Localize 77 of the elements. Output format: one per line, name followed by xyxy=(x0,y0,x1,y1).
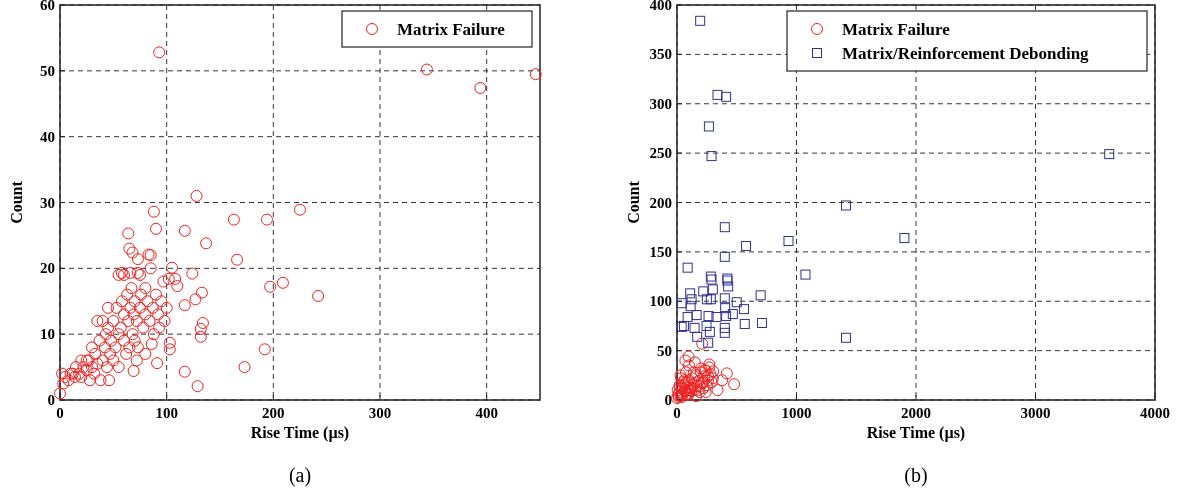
point xyxy=(899,233,910,244)
y-tick-label: 30 xyxy=(40,194,55,211)
point xyxy=(701,320,712,331)
point xyxy=(676,298,687,309)
point xyxy=(703,311,714,322)
x-tick-label: 200 xyxy=(262,405,285,421)
point xyxy=(727,309,738,320)
point xyxy=(685,288,696,299)
y-tick-label: 250 xyxy=(649,145,672,162)
legend-label: Matrix Failure xyxy=(842,20,951,39)
y-tick-label: 0 xyxy=(664,392,672,408)
point xyxy=(712,89,723,100)
y-tick-label: 0 xyxy=(47,392,55,408)
x-axis-title: Rise Time (µs) xyxy=(866,424,966,442)
x-tick-label: 4000 xyxy=(1140,405,1170,421)
point xyxy=(685,301,696,312)
point xyxy=(719,222,730,233)
point xyxy=(692,331,703,342)
text: (a) xyxy=(288,464,312,487)
point xyxy=(723,281,734,292)
point xyxy=(691,310,702,321)
y-tick-label: 50 xyxy=(657,342,672,359)
point xyxy=(703,121,714,132)
y-tick-label: 40 xyxy=(40,128,55,145)
point xyxy=(698,286,709,297)
point xyxy=(783,236,794,247)
point xyxy=(706,151,717,162)
point xyxy=(719,251,730,262)
y-tick-label: 350 xyxy=(649,46,672,63)
point xyxy=(705,294,716,305)
point xyxy=(689,322,700,333)
y-tick-label: 10 xyxy=(40,326,55,343)
point xyxy=(721,311,732,322)
point xyxy=(719,322,730,333)
point xyxy=(756,317,767,328)
x-tick-label: 100 xyxy=(155,405,178,421)
point xyxy=(720,303,731,314)
point xyxy=(755,290,766,301)
point xyxy=(703,337,714,348)
y-tick-label: 100 xyxy=(649,293,672,310)
text: (b) xyxy=(904,464,928,487)
point xyxy=(682,312,693,323)
point xyxy=(707,284,718,295)
y-axis-title: Count xyxy=(625,180,642,224)
point xyxy=(731,297,742,308)
point xyxy=(840,332,851,343)
point xyxy=(711,312,722,323)
point xyxy=(739,304,750,315)
legend-label: Matrix/Reinforcement Debonding xyxy=(842,44,1090,63)
y-tick-label: 150 xyxy=(649,243,672,260)
point xyxy=(800,269,811,280)
point xyxy=(719,327,730,338)
x-tick-label: 1000 xyxy=(781,405,812,421)
legend-label: Matrix Failure xyxy=(397,20,506,39)
y-tick-label: 200 xyxy=(649,194,672,211)
y-tick-label: 60 xyxy=(40,0,55,13)
x-tick-label: 2000 xyxy=(901,405,931,421)
y-tick-label: 300 xyxy=(649,95,672,112)
point xyxy=(704,326,715,337)
x-axis-title: Rise Time (µs) xyxy=(250,424,350,442)
point xyxy=(721,91,732,102)
y-tick-label: 50 xyxy=(40,62,55,79)
point xyxy=(739,318,750,329)
y-tick-label: 20 xyxy=(40,260,55,277)
point xyxy=(840,200,851,211)
point xyxy=(741,240,752,251)
point xyxy=(695,15,706,26)
x-tick-label: 400 xyxy=(475,405,498,421)
point xyxy=(719,293,730,304)
y-tick-label: 400 xyxy=(649,0,672,13)
point xyxy=(701,294,712,305)
point xyxy=(686,294,697,305)
x-tick-label: 300 xyxy=(368,405,392,421)
point xyxy=(682,262,693,273)
y-axis-title: Count xyxy=(8,180,25,224)
x-tick-label: 3000 xyxy=(1020,405,1051,421)
point xyxy=(1104,149,1115,160)
